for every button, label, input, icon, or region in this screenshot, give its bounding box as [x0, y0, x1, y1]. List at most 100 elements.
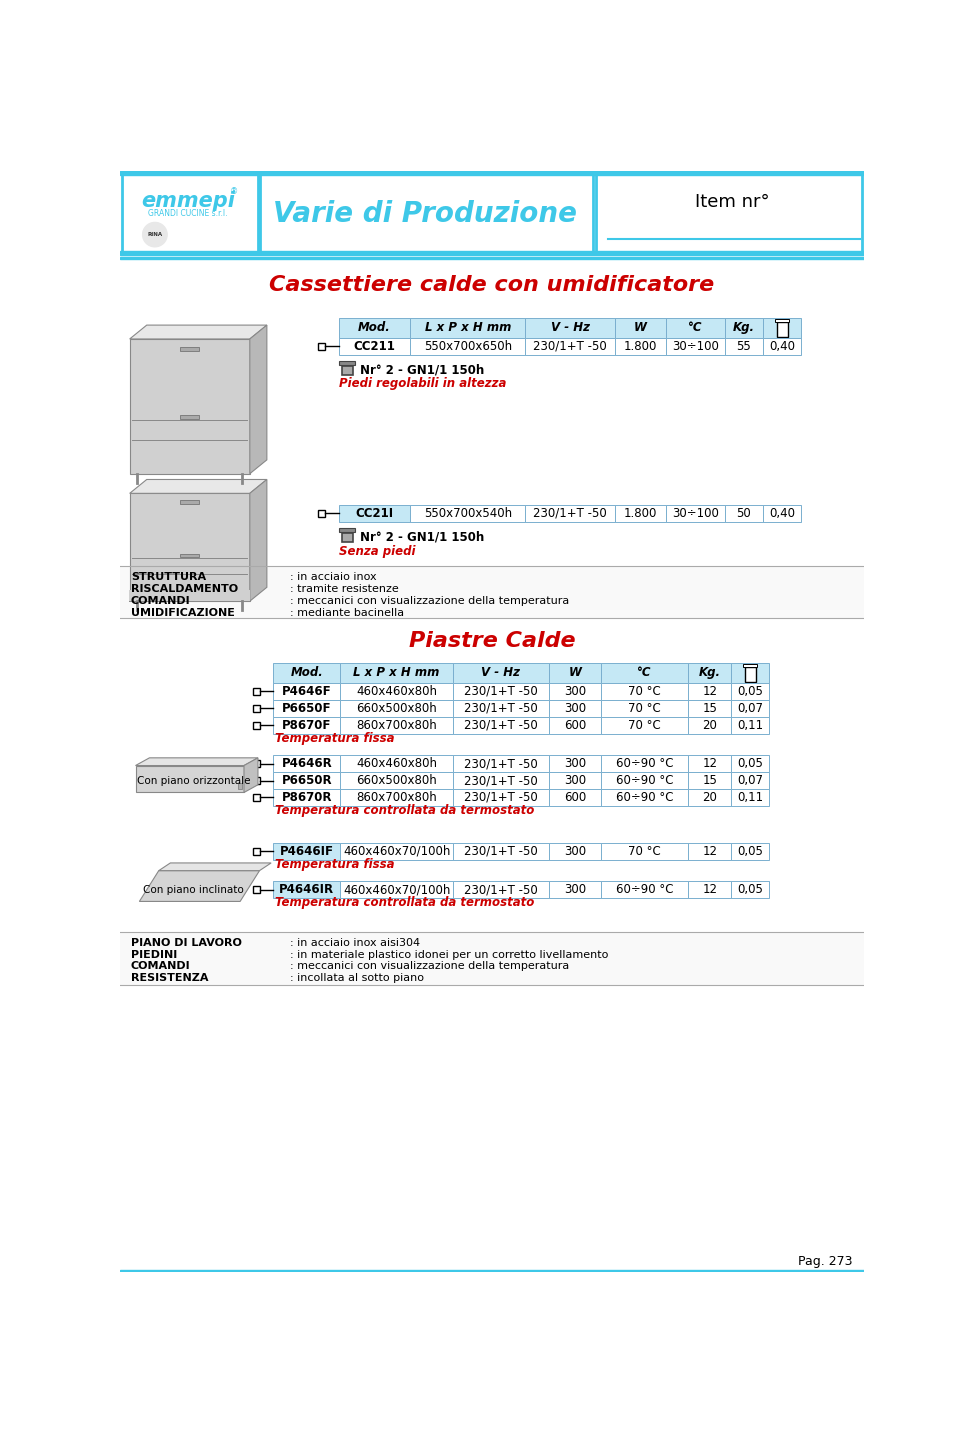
Text: P4646R: P4646R	[281, 757, 332, 770]
Bar	[745, 667, 756, 682]
Bar	[339, 337, 410, 354]
Bar	[601, 789, 688, 806]
Text: 55: 55	[736, 340, 752, 353]
Text: Piedi regolabili in altezza: Piedi regolabili in altezza	[339, 377, 506, 390]
Bar	[453, 843, 549, 860]
Bar	[340, 663, 453, 683]
Polygon shape	[130, 324, 267, 339]
Text: emmepi: emmepi	[141, 190, 235, 210]
Text: 60÷90 °C: 60÷90 °C	[615, 775, 673, 787]
Bar	[601, 716, 688, 733]
Text: Varie di Produzione: Varie di Produzione	[273, 200, 577, 227]
Bar	[120, 257, 864, 259]
Bar	[614, 317, 666, 337]
Text: P4646IR: P4646IR	[279, 883, 334, 896]
Bar	[120, 566, 864, 619]
Text: 600: 600	[564, 792, 586, 805]
Bar	[601, 663, 688, 683]
Bar	[732, 716, 769, 733]
Bar	[688, 663, 732, 683]
Text: CC211: CC211	[353, 340, 396, 353]
Bar	[122, 173, 258, 253]
Bar	[180, 414, 199, 419]
Polygon shape	[130, 493, 250, 602]
Bar	[410, 317, 525, 337]
Text: P4646F: P4646F	[282, 684, 331, 697]
Bar	[614, 504, 666, 522]
Text: 70 °C: 70 °C	[628, 719, 660, 732]
Text: Kg.: Kg.	[699, 666, 721, 679]
Text: 460x460x80h: 460x460x80h	[356, 684, 437, 697]
Text: 0,40: 0,40	[769, 507, 795, 520]
Bar	[453, 882, 549, 899]
Text: 300: 300	[564, 775, 586, 787]
Bar	[453, 716, 549, 733]
Polygon shape	[135, 757, 258, 766]
Bar	[410, 337, 525, 354]
Bar	[274, 882, 340, 899]
Bar	[120, 171, 864, 176]
Bar	[725, 337, 763, 354]
Text: Temperatura fissa: Temperatura fissa	[275, 857, 395, 872]
Text: 30÷100: 30÷100	[672, 340, 719, 353]
Bar	[252, 760, 259, 767]
Text: 230/1+T -50: 230/1+T -50	[464, 719, 538, 732]
Bar	[549, 772, 601, 789]
Polygon shape	[244, 757, 258, 793]
Bar	[688, 882, 732, 899]
Text: 230/1+T -50: 230/1+T -50	[464, 757, 538, 770]
Bar	[614, 337, 666, 354]
Bar	[601, 700, 688, 716]
Bar	[130, 590, 251, 602]
Bar	[339, 504, 410, 522]
Bar	[238, 783, 243, 789]
Bar	[732, 882, 769, 899]
Bar	[688, 683, 732, 700]
Bar	[601, 683, 688, 700]
Bar	[763, 337, 802, 354]
Bar	[340, 683, 453, 700]
Text: 460x460x70/100h: 460x460x70/100h	[343, 845, 450, 857]
Bar	[453, 683, 549, 700]
Bar	[340, 882, 453, 899]
Polygon shape	[158, 863, 271, 870]
Text: Item nr°: Item nr°	[695, 193, 770, 211]
Text: V - Hz: V - Hz	[482, 666, 520, 679]
Bar	[549, 843, 601, 860]
Text: Mod.: Mod.	[358, 322, 391, 334]
Bar	[549, 716, 601, 733]
Text: 230/1+T -50: 230/1+T -50	[464, 775, 538, 787]
Text: 600: 600	[564, 719, 586, 732]
Text: 12: 12	[702, 845, 717, 857]
Text: 1.800: 1.800	[624, 340, 657, 353]
Bar	[120, 932, 864, 985]
Bar	[688, 700, 732, 716]
Polygon shape	[130, 480, 267, 493]
Bar	[120, 1269, 864, 1272]
Text: STRUTTURA: STRUTTURA	[131, 572, 206, 582]
Text: : meccanici con visualizzazione della temperatura: : meccanici con visualizzazione della te…	[291, 596, 569, 606]
Bar	[339, 362, 355, 364]
Text: 460x460x70/100h: 460x460x70/100h	[343, 883, 450, 896]
Bar	[180, 500, 199, 503]
Bar	[252, 847, 259, 855]
Text: 230/1+T -50: 230/1+T -50	[533, 340, 607, 353]
Text: 860x700x80h: 860x700x80h	[356, 719, 437, 732]
Bar	[525, 337, 614, 354]
Text: : in acciaio inox: : in acciaio inox	[291, 572, 377, 582]
Bar	[776, 319, 789, 323]
Polygon shape	[139, 870, 259, 902]
Text: : meccanici con visualizzazione della temperatura: : meccanici con visualizzazione della te…	[291, 962, 569, 972]
Bar	[549, 683, 601, 700]
Text: : incollata al sotto piano: : incollata al sotto piano	[291, 973, 424, 983]
Polygon shape	[250, 324, 267, 473]
Bar	[725, 504, 763, 522]
Text: 70 °C: 70 °C	[628, 702, 660, 714]
Bar	[549, 700, 601, 716]
Text: 0,05: 0,05	[737, 684, 763, 697]
Text: Nr° 2 - GN1/1 150h: Nr° 2 - GN1/1 150h	[360, 530, 485, 543]
Bar	[318, 343, 324, 350]
Text: : tramite resistenze: : tramite resistenze	[291, 584, 399, 594]
Text: Temperatura controllata da termostato: Temperatura controllata da termostato	[275, 805, 535, 817]
Bar	[549, 663, 601, 683]
